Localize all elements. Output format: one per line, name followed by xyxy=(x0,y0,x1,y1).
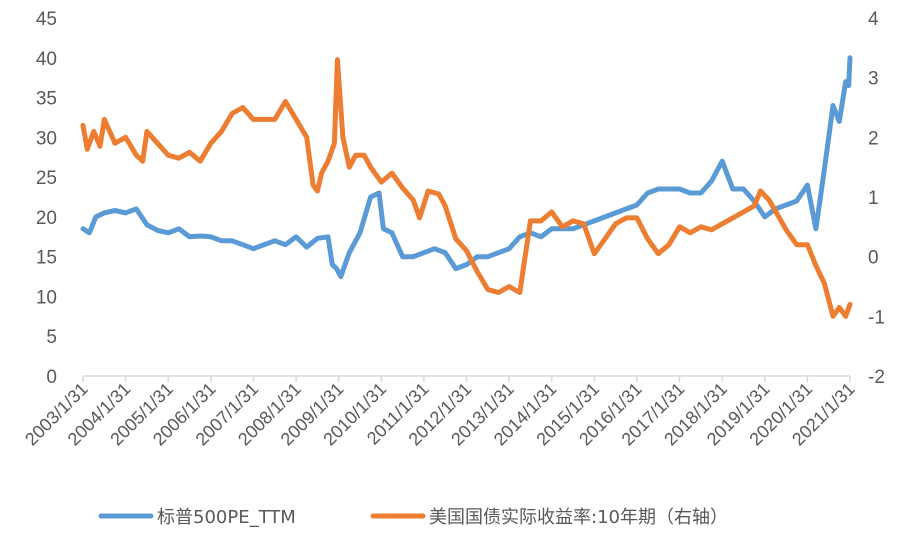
left-y-tick-label: 35 xyxy=(36,89,57,110)
series-line-yield xyxy=(80,57,853,319)
left-y-tick-label: 5 xyxy=(46,327,57,348)
right-y-tick-label: 3 xyxy=(868,69,879,90)
right-y-tick-label: -1 xyxy=(868,307,885,328)
left-y-tick-label: 20 xyxy=(36,208,57,229)
left-y-tick-label: 10 xyxy=(36,287,57,308)
legend-label-pe: 标普500PE_TTM xyxy=(157,507,296,528)
x-axis: 2003/1/312004/1/312005/1/312006/1/312007… xyxy=(21,375,859,449)
left-y-axis: 0 5 10 15 20 25 30 35 40 45 xyxy=(36,9,57,388)
left-y-tick-label: 25 xyxy=(36,168,57,189)
legend: 标普500PE_TTM 美国国债实际收益率:10年期（右轴） xyxy=(98,507,728,528)
legend-label-yield: 美国国债实际收益率:10年期（右轴） xyxy=(429,507,728,528)
left-y-tick-label: 30 xyxy=(36,128,57,149)
right-y-tick-label: 0 xyxy=(868,248,879,269)
right-y-axis: -2 -1 0 1 2 3 4 xyxy=(868,9,885,388)
series-line-pe xyxy=(80,55,853,280)
right-y-tick-label: 2 xyxy=(868,128,879,149)
right-y-tick-label: 4 xyxy=(868,9,879,30)
left-y-tick-label: 45 xyxy=(36,9,57,30)
left-y-tick-label: 0 xyxy=(46,367,57,388)
left-y-tick-label: 15 xyxy=(36,248,57,269)
left-y-tick-label: 40 xyxy=(36,49,57,70)
right-y-tick-label: 1 xyxy=(868,188,879,209)
right-y-tick-label: -2 xyxy=(868,367,885,388)
